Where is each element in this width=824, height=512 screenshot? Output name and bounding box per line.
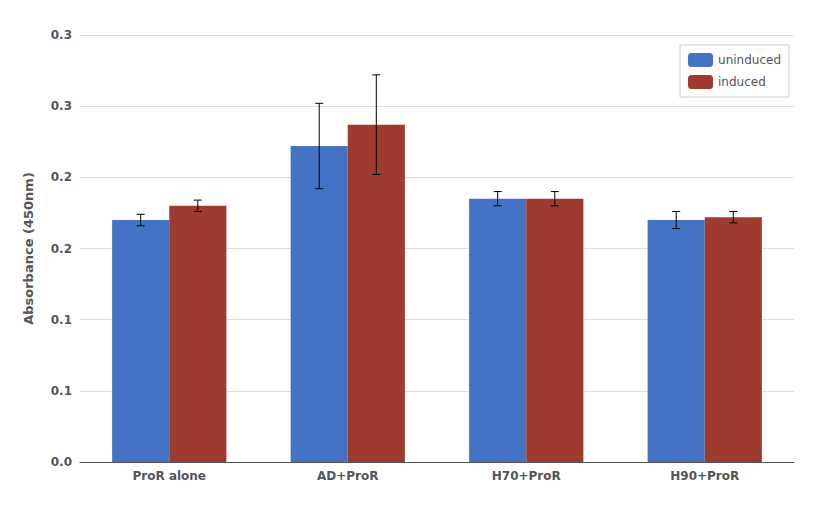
svg-text:H70+ProR: H70+ProR (492, 469, 561, 483)
svg-text:induced: induced (718, 75, 766, 89)
svg-text:AD+ProR: AD+ProR (317, 469, 379, 483)
svg-text:0.3: 0.3 (51, 28, 72, 42)
svg-text:0.2: 0.2 (51, 242, 72, 256)
svg-text:0.2: 0.2 (51, 170, 72, 184)
svg-text:uninduced: uninduced (718, 53, 781, 67)
svg-text:Absorbance (450nm): Absorbance (450nm) (21, 172, 36, 325)
svg-text:0.0: 0.0 (51, 455, 72, 469)
svg-text:ProR alone: ProR alone (132, 469, 206, 483)
svg-text:0.3: 0.3 (51, 99, 72, 113)
svg-text:H90+ProR: H90+ProR (670, 469, 739, 483)
svg-text:0.1: 0.1 (51, 384, 72, 398)
svg-text:0.1: 0.1 (51, 313, 72, 327)
